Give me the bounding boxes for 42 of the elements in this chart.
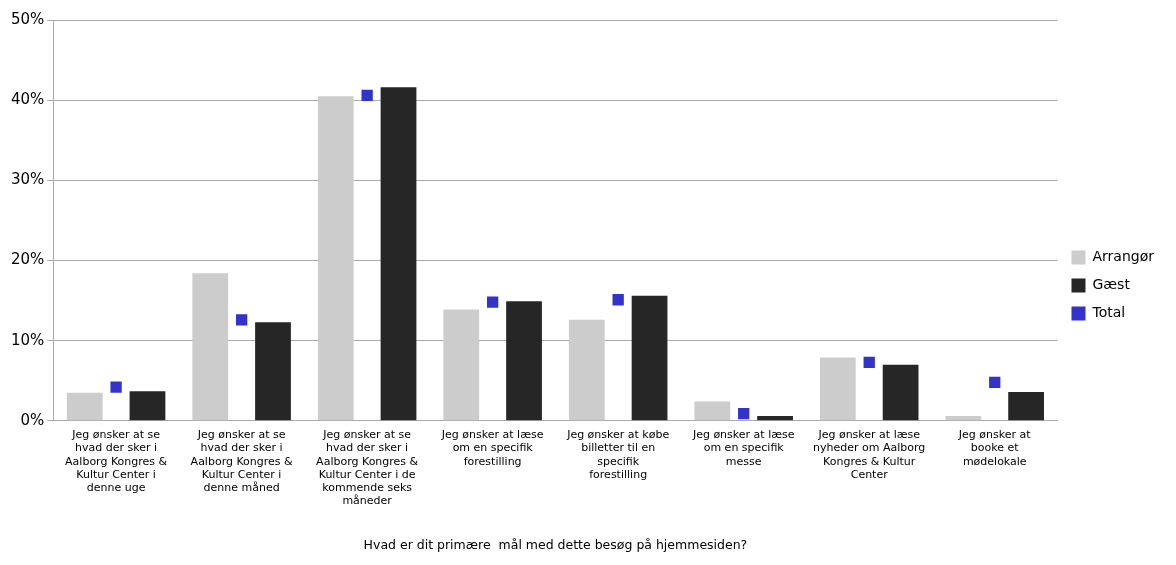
bar [192,273,229,421]
point [487,296,499,308]
y-tick-label: 40% [11,90,45,109]
bar [129,391,166,421]
x-tick-label: Jeg ønsker at booke et mødelokale [957,428,1032,468]
bar [631,295,668,421]
bar [317,96,354,421]
bar [255,322,291,421]
y-tick-label: 10% [11,330,45,349]
bar [506,301,542,421]
bar [694,401,731,421]
y-tick-label: 20% [11,250,45,269]
x-tick-label: Jeg ønsker at læse om en specifik forestilling [440,428,544,468]
point [863,356,875,368]
bar [882,364,919,421]
bar [945,415,982,421]
x-tick-label: Jeg ønsker at se hvad der sker i Aalborg Kongres & Kultur Center i de kommende seks måneder [316,428,419,508]
x-tick-label: Jeg ønsker at se hvad der sker i Aalborg Kongres & Kultur Center i denne uge [65,428,168,495]
bar [757,415,793,421]
x-axis-title: Hvad er dit primære mål med dette besøg på hjemmesiden? [363,536,748,552]
bar [568,319,605,421]
x-tick-label: Jeg ønsker at se hvad der sker i Aalborg Kongres & Kultur Center i denne måned [190,428,294,495]
x-tick-label: Jeg ønsker at købe billetter til en specifik forestilling [566,428,670,481]
point [235,314,248,326]
point [989,376,1001,388]
legend-label: Total [1091,304,1126,321]
x-tick-label: Jeg ønsker at læse nyheder om Aalborg Kongres & Kultur Center [813,428,926,481]
point [361,89,373,102]
legend-label: Arrangør [1092,248,1155,265]
bar [443,309,480,421]
point [612,294,624,306]
point [110,381,122,393]
x-tick-label: Jeg ønsker at læse om en specifik messe [691,428,795,468]
bar [380,87,417,421]
y-tick-label: 50% [11,9,45,28]
bar [819,357,856,421]
bar [1008,391,1044,421]
point [738,407,750,420]
y-tick-label: 0% [20,410,45,429]
legend-label: Gæst [1092,276,1131,293]
bar [66,392,103,421]
y-tick-label: 30% [11,170,45,189]
